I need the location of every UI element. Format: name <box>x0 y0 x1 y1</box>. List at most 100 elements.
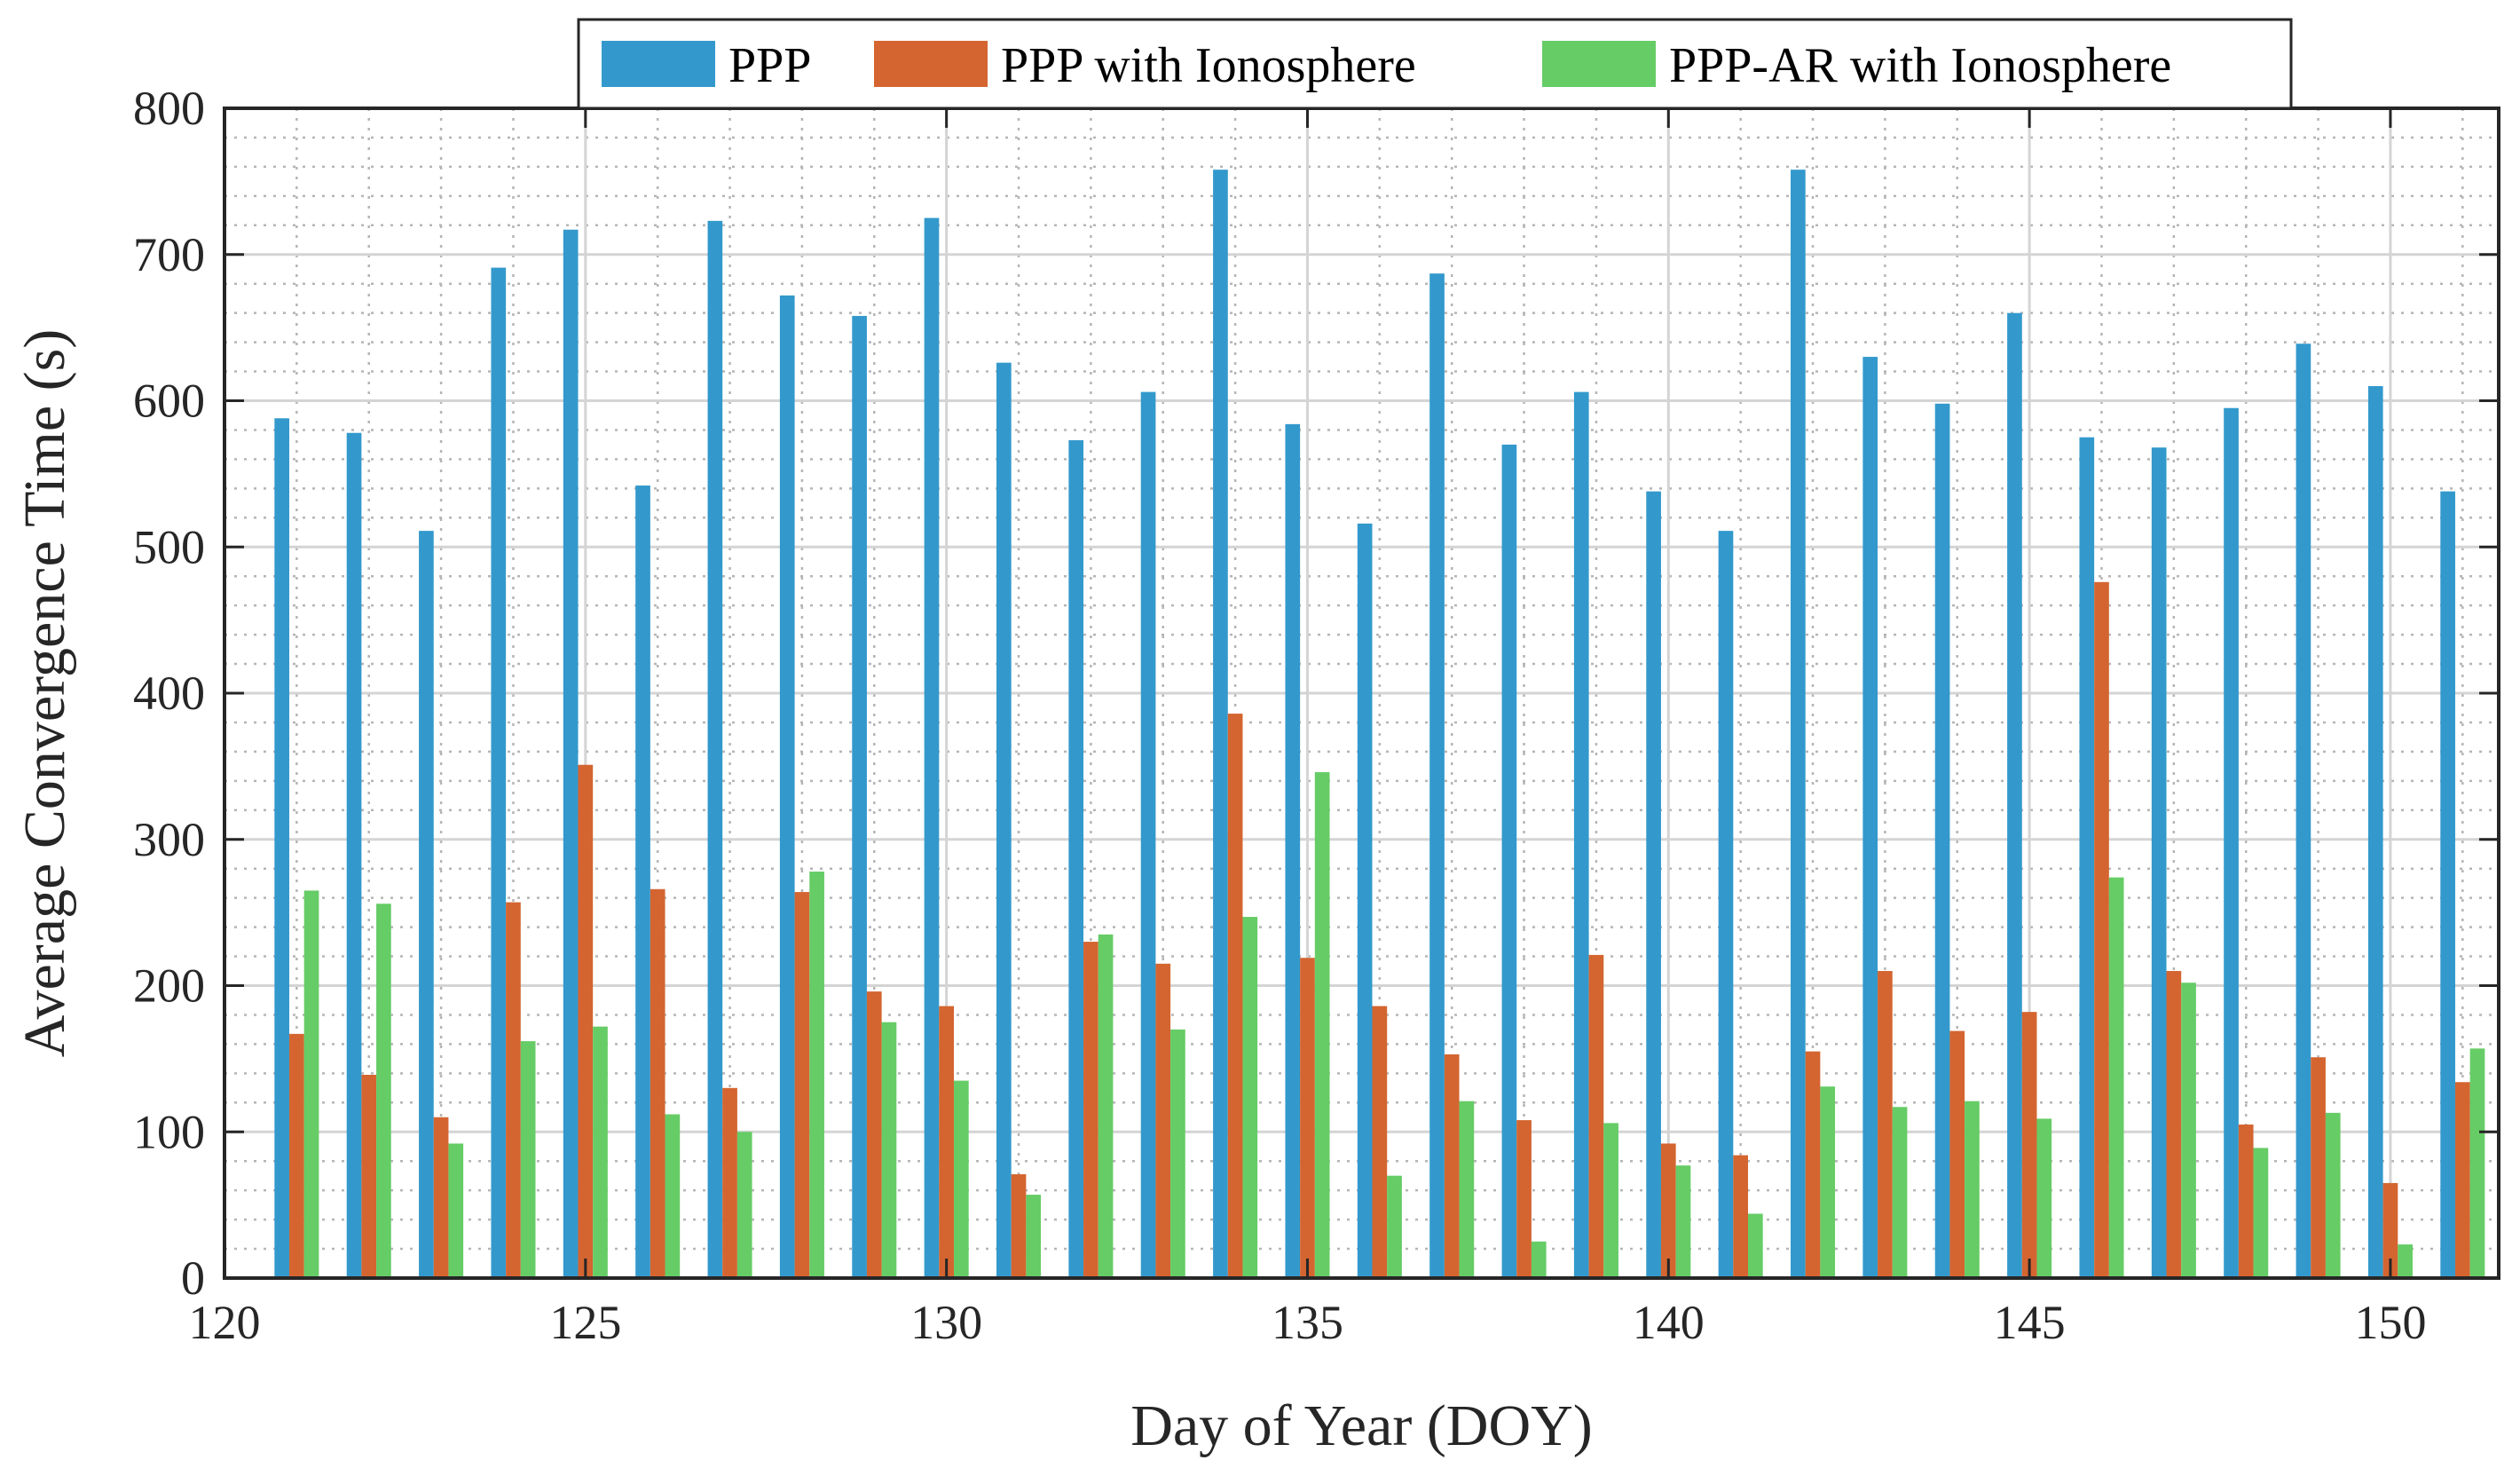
y-axis-title: Average Convergence Time (s) <box>12 329 77 1058</box>
bar-1-128 <box>779 295 795 1278</box>
y-tick-label: 600 <box>133 375 205 428</box>
legend: PPP PPP with Ionosphere PPP-AR with Ionosp… <box>577 18 2293 110</box>
legend-swatch-2 <box>874 41 988 87</box>
bar-2-126 <box>650 888 665 1278</box>
bar-3-121 <box>303 890 319 1278</box>
bar-3-141 <box>1748 1213 1763 1278</box>
bar-3-151 <box>2469 1048 2485 1278</box>
bar-1-143 <box>1862 357 1878 1279</box>
y-tick-label: 300 <box>133 813 205 866</box>
bar-1-123 <box>419 531 434 1278</box>
bar-1-147 <box>2151 447 2167 1279</box>
bar-3-135 <box>1314 771 1330 1278</box>
bar-3-132 <box>1098 934 1114 1278</box>
bar-1-145 <box>2007 312 2022 1278</box>
bar-2-140 <box>1660 1143 1676 1278</box>
x-tick-label: 150 <box>2354 1296 2426 1349</box>
bar-2-134 <box>1227 714 1243 1278</box>
bar-1-136 <box>1357 523 1373 1278</box>
bar-1-148 <box>2224 407 2239 1278</box>
bar-1-142 <box>1791 170 1806 1278</box>
bar-3-142 <box>1820 1086 1836 1278</box>
bar-3-128 <box>809 871 824 1278</box>
x-tick-label: 120 <box>189 1296 261 1349</box>
bar-2-144 <box>1949 1030 1965 1278</box>
bar-2-133 <box>1155 963 1171 1278</box>
bar-1-137 <box>1429 273 1445 1279</box>
bar-3-127 <box>736 1132 752 1278</box>
bar-3-148 <box>2253 1148 2269 1278</box>
bar-2-149 <box>2311 1057 2326 1278</box>
bar-1-141 <box>1718 531 1734 1278</box>
bar-2-147 <box>2166 971 2182 1278</box>
bar-3-144 <box>1965 1101 1980 1278</box>
bar-1-122 <box>346 432 362 1278</box>
bars <box>274 170 2485 1279</box>
bar-3-143 <box>1892 1107 1908 1278</box>
bar-1-124 <box>491 267 507 1278</box>
bar-3-124 <box>520 1041 536 1278</box>
bar-2-142 <box>1805 1051 1821 1278</box>
bar-3-137 <box>1459 1101 1475 1278</box>
bar-2-121 <box>289 1033 304 1278</box>
x-tick-label: 135 <box>1272 1296 1343 1349</box>
bar-2-130 <box>939 1006 954 1278</box>
bar-3-122 <box>376 904 391 1278</box>
legend-label-1: PPP <box>728 38 811 93</box>
y-tick-label: 700 <box>133 228 205 281</box>
bar-1-127 <box>707 220 723 1278</box>
x-tick-label: 130 <box>910 1296 982 1349</box>
bar-3-131 <box>1026 1195 1042 1278</box>
bar-1-132 <box>1068 439 1084 1278</box>
legend-label-3: PPP-AR with Ionosphere <box>1669 38 2171 93</box>
bar-1-149 <box>2296 343 2311 1278</box>
bar-3-129 <box>881 1022 897 1278</box>
bar-1-150 <box>2367 386 2383 1278</box>
bar-2-141 <box>1733 1155 1749 1278</box>
bar-2-125 <box>578 764 594 1278</box>
bar-3-125 <box>593 1026 608 1278</box>
legend-box <box>577 18 2293 110</box>
bar-3-145 <box>2036 1118 2052 1278</box>
bar-3-150 <box>2398 1244 2413 1278</box>
bar-1-129 <box>852 315 867 1278</box>
bar-1-125 <box>563 229 579 1279</box>
bar-3-126 <box>665 1114 681 1278</box>
bar-1-140 <box>1646 491 1661 1278</box>
bar-2-150 <box>2382 1182 2398 1278</box>
x-tick-label: 140 <box>1633 1296 1705 1349</box>
legend-label-2: PPP with Ionosphere <box>1001 38 1416 93</box>
bar-2-151 <box>2454 1082 2470 1278</box>
bar-2-122 <box>361 1074 377 1278</box>
bar-2-145 <box>2021 1012 2037 1278</box>
bar-3-139 <box>1603 1123 1618 1278</box>
bar-2-131 <box>1011 1174 1027 1278</box>
y-tick-label: 100 <box>133 1105 205 1158</box>
bar-1-135 <box>1285 423 1301 1278</box>
x-tick-label: 125 <box>549 1296 621 1349</box>
bar-2-127 <box>722 1087 737 1278</box>
bar-3-146 <box>2108 877 2124 1278</box>
bar-2-138 <box>1516 1120 1532 1278</box>
bar-2-124 <box>506 902 521 1278</box>
bar-3-136 <box>1387 1175 1402 1278</box>
bar-3-138 <box>1531 1241 1547 1278</box>
bar-1-134 <box>1213 170 1228 1278</box>
legend-swatch-1 <box>602 41 715 87</box>
bar-2-128 <box>794 892 810 1278</box>
bar-2-148 <box>2238 1125 2254 1278</box>
bar-2-132 <box>1083 942 1099 1278</box>
bar-3-123 <box>448 1143 464 1278</box>
bar-1-151 <box>2440 491 2455 1278</box>
legend-swatch-3 <box>1542 41 1656 87</box>
bar-2-137 <box>1444 1054 1460 1278</box>
bar-1-121 <box>274 418 290 1278</box>
bar-2-129 <box>866 991 882 1278</box>
y-tick-labels: 0 100 200 300 400 500 600 700 800 <box>133 82 205 1305</box>
bar-2-139 <box>1588 954 1604 1278</box>
bar-1-133 <box>1140 391 1156 1278</box>
y-tick-label: 500 <box>133 520 205 573</box>
axis-ticks <box>223 107 2499 1280</box>
y-tick-label: 0 <box>181 1251 205 1305</box>
